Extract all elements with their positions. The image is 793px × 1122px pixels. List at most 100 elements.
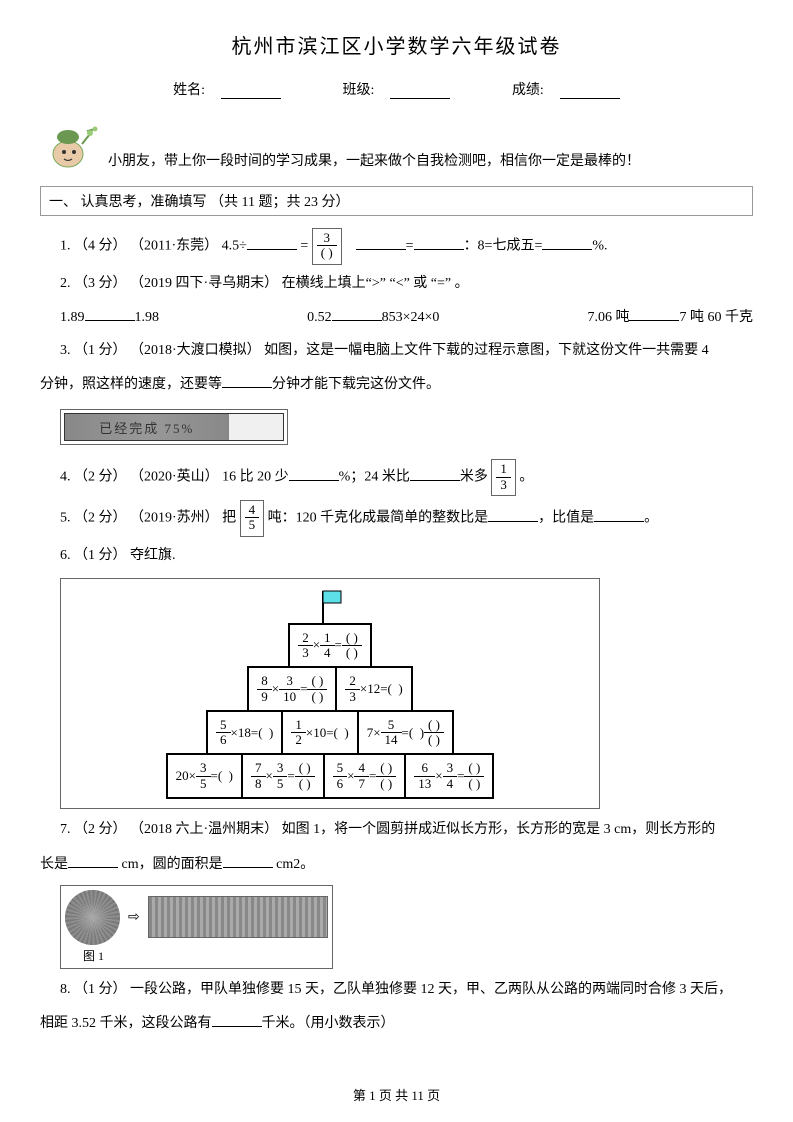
mascot-icon — [40, 119, 100, 174]
q1-pct: %. — [592, 239, 607, 254]
q5-fraction-box: 45 — [240, 500, 265, 537]
arrow-icon: ⇨ — [128, 909, 140, 926]
q4-frac-den: 3 — [496, 478, 511, 492]
q3-blank[interactable] — [222, 374, 272, 388]
q2a-c: 0.52 — [307, 310, 332, 325]
q1-fraction-box: 3( ) — [312, 228, 342, 265]
rect-shape — [148, 896, 328, 938]
question-2-items: 1.89 1.98 0.52 853×24×0 7.06 吨 7 吨 60 千克 — [40, 304, 753, 332]
q4-blank2[interactable] — [410, 467, 460, 481]
pyramid-row-3: 56×18=( ) 12×10=( ) 7×514=( )( )( ) — [207, 711, 453, 755]
pyr-r3c1[interactable]: 56×18=( ) — [206, 710, 283, 756]
page-footer: 第 1 页 共 11 页 — [0, 1085, 793, 1104]
q4-prefix: 4. （2 分） （2020·英山） 16 比 20 少 — [60, 470, 289, 485]
question-8-line1: 8. （1 分） 一段公路，甲队单独修要 15 天，乙队单独修要 12 天，甲、… — [40, 975, 753, 1006]
q1-blank-2[interactable] — [356, 236, 406, 250]
q2a-blank3[interactable] — [629, 307, 679, 321]
question-4: 4. （2 分） （2020·英山） 16 比 20 少 %；24 米比 米多 13… — [40, 459, 753, 496]
question-7-line2: 长是 cm，圆的面积是 cm2。 — [40, 850, 753, 881]
q4-end: 。 — [519, 470, 533, 485]
score-blank[interactable] — [560, 83, 620, 99]
q3-l2a: 分钟，照这样的速度，还要等 — [40, 377, 222, 392]
q2a-b: 1.98 — [135, 310, 160, 325]
progress-fill: 已经完成 75% — [65, 414, 229, 440]
q7-l2b: cm，圆的面积是 — [118, 857, 223, 872]
q4-mid: 米多 — [460, 470, 488, 485]
intro-text: 小朋友，带上你一段时间的学习成果，一起来做个自我检测吧，相信你一定是最棒的！ — [100, 150, 640, 174]
class-label: 班级: — [343, 83, 375, 98]
q4-pct: %；24 米比 — [339, 470, 410, 485]
pyr-r4c3[interactable]: 56×47=( )( ) — [323, 753, 407, 799]
q2a-a: 1.89 — [60, 310, 85, 325]
question-1: 1. （4 分） （2011·东莞） 4.5÷ = 3( ) = ：8=七成五=%… — [40, 228, 753, 265]
pyr-r4c2[interactable]: 78×35=( )( ) — [241, 753, 325, 799]
q2a-blank1[interactable] — [85, 307, 135, 321]
progress-bar: 已经完成 75% — [64, 413, 284, 441]
mascot-row: 小朋友，带上你一段时间的学习成果，一起来做个自我检测吧，相信你一定是最棒的！ — [40, 119, 753, 174]
page-title: 杭州市滨江区小学数学六年级试卷 — [40, 30, 753, 59]
class-blank[interactable] — [390, 83, 450, 99]
q4-fraction-box: 13 — [491, 459, 516, 496]
q2a-d: 853×24×0 — [382, 310, 440, 325]
q8-blank[interactable] — [212, 1013, 262, 1027]
pyr-r3c2[interactable]: 12×10=( ) — [281, 710, 358, 756]
q1-tail: ：8=七成五= — [464, 239, 543, 254]
q8-l2a: 相距 3.52 千米，这段公路有 — [40, 1016, 212, 1031]
q8-l2b: 千米。（用小数表示） — [262, 1016, 395, 1031]
pyr-r1c1[interactable]: 23×14=( )( ) — [288, 623, 372, 669]
q5-frac-den: 5 — [245, 518, 260, 532]
question-3-line1: 3. （1 分） （2018·大渡口模拟） 如图，这是一幅电脑上文件下载的过程示… — [40, 336, 753, 367]
name-label: 姓名: — [173, 83, 205, 98]
progress-empty — [229, 414, 284, 440]
q5-end: 。 — [644, 511, 658, 526]
q1-blank-4[interactable] — [542, 236, 592, 250]
pyramid-row-4: 20×35=( ) 78×35=( )( ) 56×47=( )( ) 613×… — [167, 754, 494, 798]
q2a-blank2[interactable] — [332, 307, 382, 321]
q5-blank1[interactable] — [488, 508, 538, 522]
q1-prefix: 1. （4 分） （2011·东莞） 4.5÷ — [60, 239, 247, 254]
circle-rect-figure: ⇨ 图 1 — [60, 885, 333, 969]
q7-l2a: 长是 — [40, 857, 68, 872]
question-5: 5. （2 分） （2019·苏州） 把 45 吨：120 千克化成最简单的整数… — [40, 500, 753, 537]
question-6: 6. （1 分） 夺红旗. — [40, 541, 753, 572]
q1-blank-1[interactable] — [247, 236, 297, 250]
question-8-line2: 相距 3.52 千米，这段公路有 千米。（用小数表示） — [40, 1009, 753, 1040]
q1-eq2: = — [406, 239, 414, 254]
q5-prefix: 5. （2 分） （2019·苏州） 把 — [60, 511, 236, 526]
q5-blank2[interactable] — [594, 508, 644, 522]
pyr-r2c2[interactable]: 23×12=( ) — [335, 666, 412, 712]
q1-blank-3[interactable] — [414, 236, 464, 250]
q1-eq1: = — [300, 239, 308, 254]
q7-blank1[interactable] — [68, 854, 118, 868]
progress-bar-container: 已经完成 75% — [60, 409, 288, 445]
q1-frac-den[interactable]: ( ) — [317, 246, 337, 260]
pyr-r3c3[interactable]: 7×514=( )( )( ) — [357, 710, 454, 756]
q5-frac-num: 4 — [245, 503, 260, 518]
score-label: 成绩: — [512, 83, 544, 98]
pyramid-row-1: 23×14=( )( ) — [289, 624, 371, 668]
circle-shape — [65, 890, 120, 945]
q5-mid: 吨：120 千克化成最简单的整数比是 — [268, 511, 489, 526]
question-3-line2: 分钟，照这样的速度，还要等 分钟才能下载完这份文件。 — [40, 370, 753, 401]
pyramid-container: 23×14=( )( ) 89×310=( )( ) 23×12=( ) 56×… — [60, 578, 600, 809]
q7-l2c: cm2。 — [273, 857, 315, 872]
pyramid-row-2: 89×310=( )( ) 23×12=( ) — [248, 667, 411, 711]
pyramid: 23×14=( )( ) 89×310=( )( ) 23×12=( ) 56×… — [71, 589, 589, 798]
q2a-e: 7.06 吨 — [587, 310, 629, 325]
question-7-line1: 7. （2 分） （2018 六上·温州期末） 如图 1，将一个圆剪拼成近似长方… — [40, 815, 753, 846]
pyr-r4c1[interactable]: 20×35=( ) — [166, 753, 243, 799]
header-fields: 姓名: 班级: 成绩: — [40, 79, 753, 99]
section-1-header: 一、 认真思考，准确填写 （共 11 题；共 23 分） — [40, 186, 753, 216]
name-blank[interactable] — [221, 83, 281, 99]
question-2: 2. （3 分） （2019 四下·寻乌期末） 在横线上填上“>” “<” 或 … — [40, 269, 753, 300]
q2a-f: 7 吨 60 千克 — [679, 310, 753, 325]
q5-sep: ，比值是 — [538, 511, 594, 526]
pyr-r4c4[interactable]: 613×34=( )( ) — [404, 753, 494, 799]
flag-icon — [315, 589, 345, 624]
q4-blank1[interactable] — [289, 467, 339, 481]
q4-frac-num: 1 — [496, 462, 511, 477]
figure-caption: 图 1 — [65, 947, 328, 964]
q3-l2b: 分钟才能下载完这份文件。 — [272, 377, 440, 392]
q7-blank2[interactable] — [223, 854, 273, 868]
pyr-r2c1[interactable]: 89×310=( )( ) — [247, 666, 337, 712]
